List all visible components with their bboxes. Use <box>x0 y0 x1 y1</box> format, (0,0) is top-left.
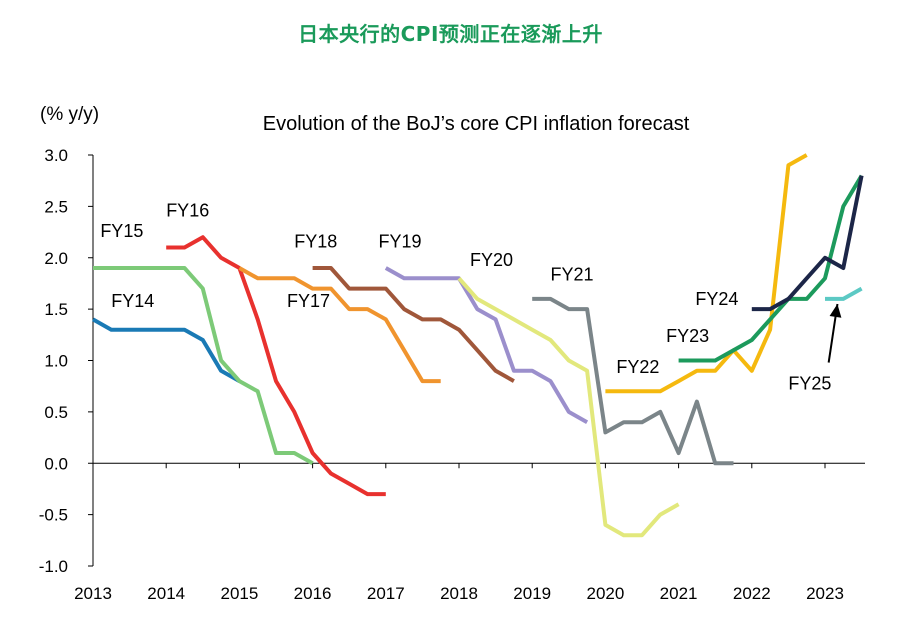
x-tick-label: 2019 <box>513 584 551 603</box>
series-line-fy23 <box>678 174 864 363</box>
y-tick-label: -0.5 <box>39 506 68 525</box>
series-line-fy14 <box>92 317 241 383</box>
x-tick-label: 2014 <box>147 584 185 603</box>
chart-title: Evolution of the BoJ’s core CPI inflatio… <box>263 113 690 135</box>
x-tick-label: 2016 <box>294 584 332 603</box>
y-axis-label: (% y/y) <box>40 104 99 125</box>
series-label-fy15: FY15 <box>100 221 143 241</box>
series-label-fy17: FY17 <box>287 291 330 311</box>
x-tick-label: 2023 <box>806 584 844 603</box>
y-tick-label: 1.0 <box>44 352 68 371</box>
y-tick-label: 2.0 <box>44 249 68 268</box>
series-label-fy21: FY21 <box>551 264 594 284</box>
y-tick-label: 0.0 <box>44 454 68 473</box>
series-label-fy20: FY20 <box>470 250 513 270</box>
series-label-fy18: FY18 <box>294 231 337 251</box>
x-tick-label: 2022 <box>733 584 771 603</box>
series-label-fy25: FY25 <box>788 373 831 393</box>
series-label-fy24: FY24 <box>695 289 738 309</box>
series-label-fy19: FY19 <box>378 231 421 251</box>
series-label-fy14: FY14 <box>111 291 154 311</box>
series-lines <box>92 153 864 538</box>
series-label-fy22: FY22 <box>616 357 659 377</box>
y-tick-label: 1.5 <box>44 300 68 319</box>
page-heading: 日本央行的CPI预测正在逐渐上升 <box>298 22 603 46</box>
axes: 3.0 2.5 2.0 1.5 1.0 0.5 0.0 -0.5 -1.0 2013 2014 201… <box>39 146 865 603</box>
series-line-fy22 <box>605 153 808 394</box>
series-labels: FY14 FY15 FY16 FY17 FY18 FY19 FY20 FY21 FY22 FY23… <box>100 201 831 394</box>
y-tick-label: -1.0 <box>39 557 68 576</box>
x-tick-label: 2013 <box>74 584 112 603</box>
x-tick-label: 2021 <box>660 584 698 603</box>
y-tick-label: 2.5 <box>44 197 68 216</box>
x-tick-label: 2017 <box>367 584 405 603</box>
series-line-fy20 <box>457 276 680 538</box>
x-tick-label: 2020 <box>586 584 624 603</box>
arrow-head <box>829 304 842 318</box>
series-label-fy16: FY16 <box>166 201 209 221</box>
series-line-fy17 <box>238 266 441 384</box>
series-line-fy24 <box>751 175 864 312</box>
series-line-fy18 <box>312 266 515 383</box>
y-tick-label: 0.5 <box>44 403 68 422</box>
series-line-fy21 <box>532 296 734 466</box>
series-line-fy15 <box>93 266 314 466</box>
series-line-fy25 <box>825 286 863 301</box>
y-tick-label: 3.0 <box>44 146 68 165</box>
fy25-arrow <box>827 303 842 363</box>
x-tick-label: 2018 <box>440 584 478 603</box>
series-line-fy16 <box>166 235 386 497</box>
x-tick-label: 2015 <box>220 584 258 603</box>
series-line-fy19 <box>384 266 589 424</box>
series-label-fy23: FY23 <box>666 326 709 346</box>
